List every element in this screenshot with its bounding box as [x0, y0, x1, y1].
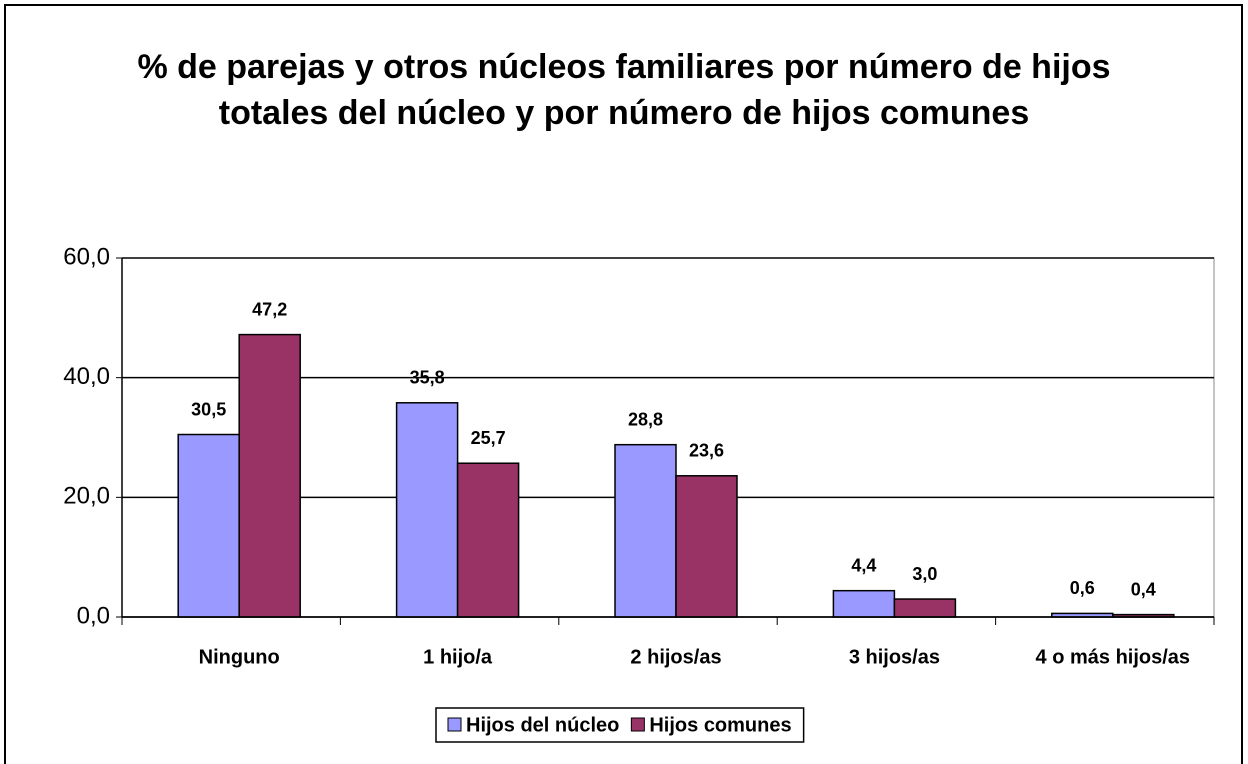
y-tick-label: 20,0 [63, 483, 110, 510]
y-tick-label: 0,0 [77, 602, 110, 629]
data-label: 23,6 [689, 441, 724, 461]
bar [177, 433, 240, 618]
data-label: 25,7 [471, 428, 506, 448]
bar [456, 462, 520, 618]
x-tick-label: 3 hijos/as [849, 646, 940, 668]
data-label: 47,2 [252, 299, 287, 319]
data-label: 0,6 [1070, 578, 1095, 598]
data-label: 28,8 [628, 409, 663, 429]
data-label: 0,4 [1131, 579, 1156, 599]
y-tick-label: 40,0 [63, 363, 110, 390]
x-tick-label: Ninguno [199, 646, 280, 668]
legend-swatch [447, 717, 462, 732]
x-tick-label: 1 hijo/a [423, 646, 493, 668]
legend-label: Hijos del núcleo [466, 714, 619, 736]
y-tick-label: 60,0 [63, 243, 110, 270]
bar [893, 598, 957, 618]
data-label: 3,0 [912, 564, 937, 584]
data-label: 35,8 [410, 368, 445, 388]
bar [238, 333, 301, 618]
x-tick-label: 4 o más hijos/as [1036, 646, 1191, 668]
legend [435, 707, 805, 743]
bar [675, 475, 738, 618]
chart-title: % de parejas y otros núcleos familiares … [137, 48, 1111, 132]
bar [614, 443, 677, 618]
legend-swatch [630, 717, 645, 732]
bar [832, 589, 896, 618]
x-tick-label: 2 hijos/as [630, 646, 721, 668]
bar [395, 402, 459, 618]
data-label: 30,5 [191, 399, 226, 419]
data-label: 4,4 [851, 555, 876, 575]
legend-label: Hijos comunes [649, 714, 791, 736]
